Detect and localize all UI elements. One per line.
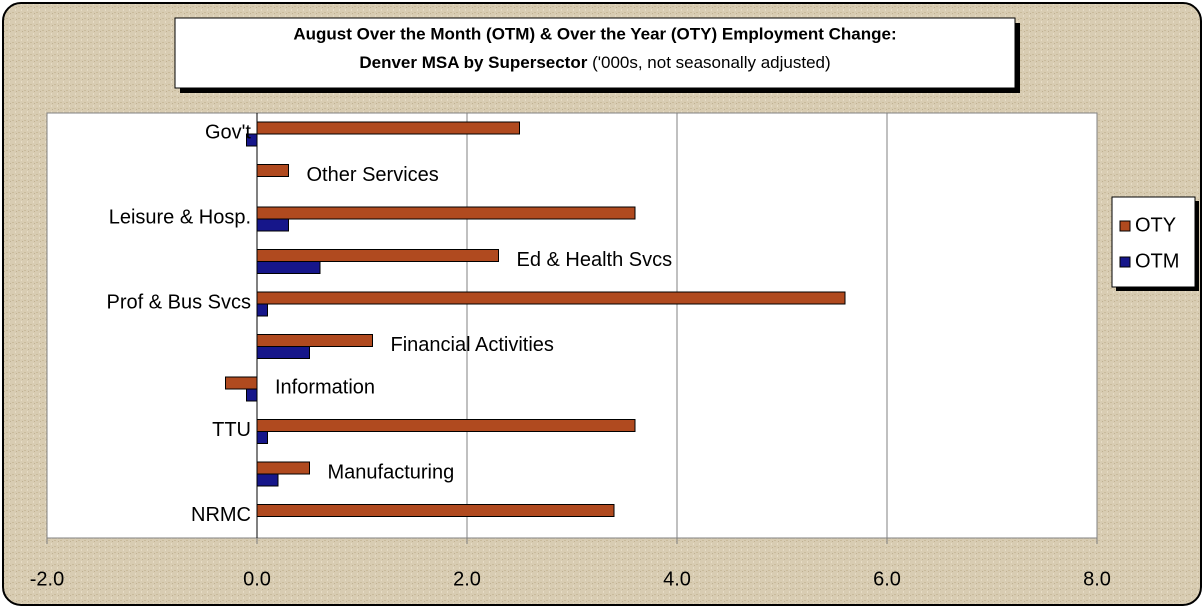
category-label: Manufacturing xyxy=(328,461,455,483)
x-tick-label: 6.0 xyxy=(873,568,901,590)
bar xyxy=(256,504,615,517)
bar xyxy=(256,473,279,487)
x-tick-label: 0.0 xyxy=(243,568,271,590)
bar xyxy=(256,419,636,432)
bar xyxy=(246,388,258,402)
legend-box xyxy=(1111,196,1196,288)
category-label: Other Services xyxy=(307,164,439,186)
category-label: Financial Activities xyxy=(391,334,554,356)
legend-label: OTY xyxy=(1135,214,1176,236)
chart-title: August Over the Month (OTM) & Over the Y… xyxy=(293,24,896,43)
x-tick-label: -2.0 xyxy=(30,568,64,590)
chart-title: Denver MSA by Supersector xyxy=(359,53,587,72)
category-label: Ed & Health Svcs xyxy=(517,249,673,271)
bar xyxy=(256,249,499,262)
chart-subtitle: ('000s, not seasonally adjusted) xyxy=(592,53,831,72)
bar xyxy=(256,291,846,305)
x-tick-label: 8.0 xyxy=(1083,568,1111,590)
legend-swatch xyxy=(1119,256,1131,268)
category-label: TTU xyxy=(212,419,251,441)
category-label: Gov't xyxy=(205,121,251,143)
x-tick-label: 2.0 xyxy=(453,568,481,590)
category-label: NRMC xyxy=(191,504,251,526)
bar xyxy=(256,346,310,359)
bar xyxy=(256,303,268,317)
category-label: Leisure & Hosp. xyxy=(109,206,251,228)
bar xyxy=(256,461,310,475)
chart-title-line: Denver MSA by Supersector ('000s, not se… xyxy=(359,53,830,72)
bar xyxy=(256,261,321,274)
bar xyxy=(256,431,268,444)
bar xyxy=(256,218,289,232)
bar xyxy=(256,164,289,177)
category-label: Information xyxy=(275,376,375,398)
bar xyxy=(256,206,636,220)
category-label: Prof & Bus Svcs xyxy=(107,291,252,313)
title-box xyxy=(174,17,1016,89)
x-tick-label: 4.0 xyxy=(663,568,691,590)
bar xyxy=(246,133,258,147)
bar xyxy=(256,121,520,135)
legend-swatch xyxy=(1119,220,1131,232)
bar xyxy=(256,334,373,347)
bar xyxy=(225,376,258,390)
legend-label: OTM xyxy=(1135,250,1179,272)
plot-area xyxy=(46,112,1098,539)
